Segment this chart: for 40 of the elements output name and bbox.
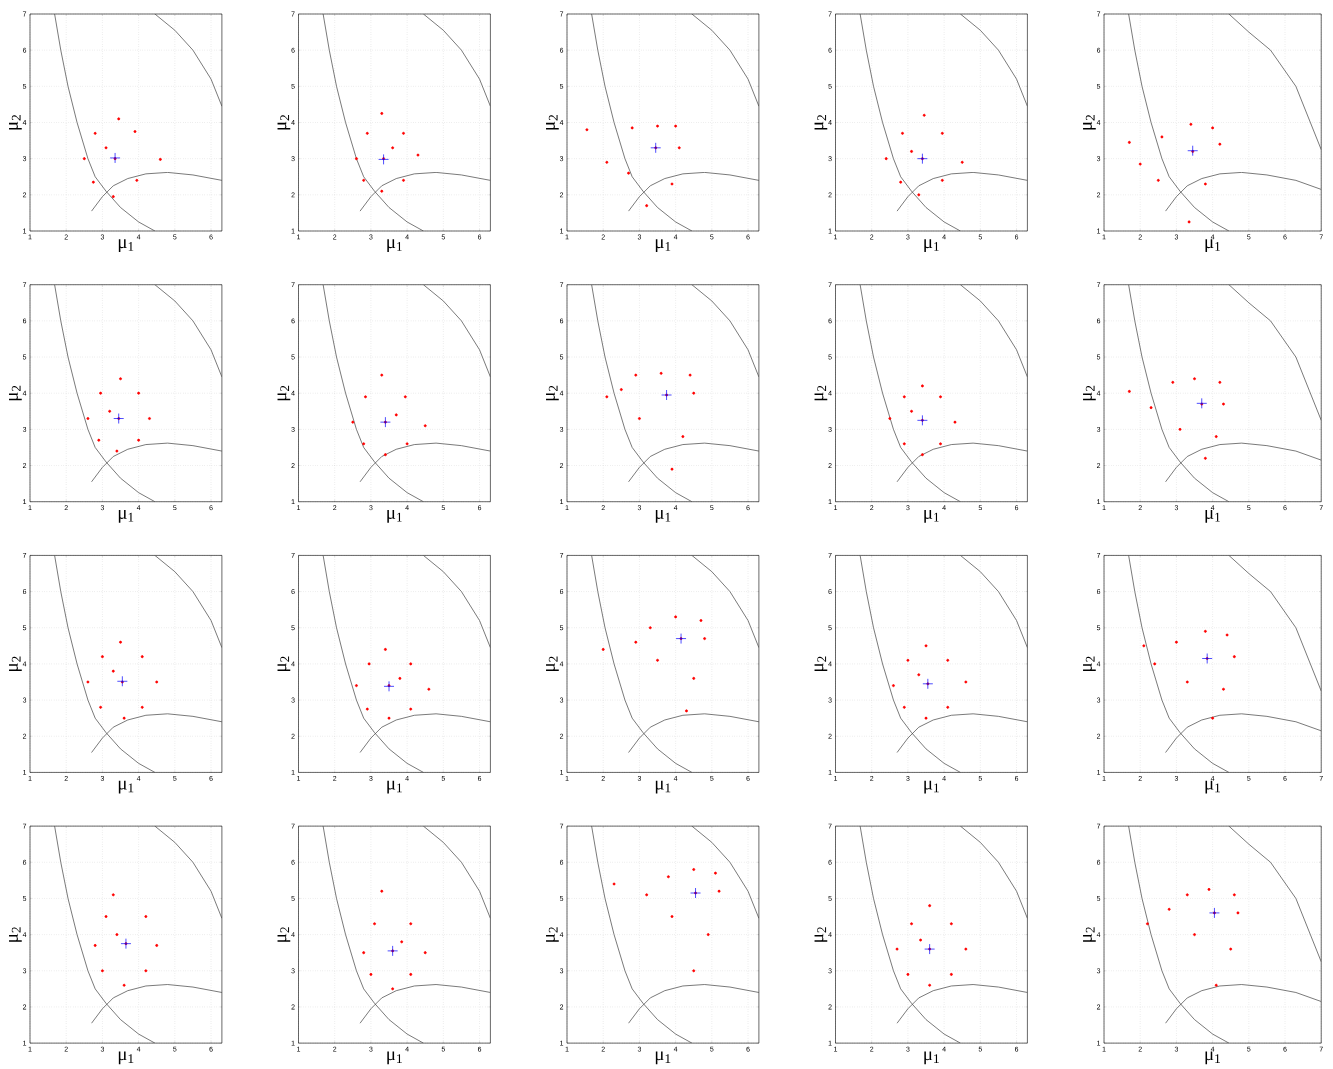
x-axis-title: μ$_{1}$	[655, 1051, 671, 1065]
y-axis-title: μ$_{2}$	[277, 656, 291, 672]
x-axis-title: μ$_{1}$	[118, 510, 134, 523]
y-axis-title: μ$_{2}$	[546, 385, 559, 401]
y-axis-title: μ$_{2}$	[1083, 927, 1096, 942]
x-axis-title: μ$_{1}$	[924, 510, 939, 523]
y-axis-title: μ$_{2}$	[277, 115, 291, 130]
x-axis-title: μ$_{1}$	[924, 239, 939, 253]
y-axis-title: μ$_{2}$	[9, 115, 22, 130]
y-axis-title: μ$_{2}$	[277, 385, 291, 401]
x-axis-title: μ$_{1}$	[655, 780, 671, 794]
x-axis-title: μ$_{1}$	[1205, 780, 1220, 794]
x-axis-title: μ$_{1}$	[387, 780, 402, 794]
x-axis-title: μ$_{1}$	[655, 239, 671, 253]
x-axis-title: μ$_{1}$	[924, 780, 939, 794]
y-axis-title: μ$_{2}$	[1083, 656, 1096, 672]
y-axis-title: μ$_{2}$	[546, 115, 559, 130]
x-axis-title: μ$_{1}$	[387, 239, 402, 253]
x-axis-title: μ$_{1}$	[1205, 239, 1220, 253]
x-axis-title: μ$_{1}$	[118, 780, 134, 794]
x-axis-title: μ$_{1}$	[387, 1051, 402, 1065]
x-axis-title: μ$_{1}$	[1205, 510, 1220, 523]
y-axis-title: μ$_{2}$	[814, 115, 828, 130]
y-axis-title: μ$_{2}$	[814, 385, 828, 401]
y-axis-title: μ$_{2}$	[9, 656, 22, 672]
x-axis-title: μ$_{1}$	[655, 510, 671, 523]
y-axis-title: μ$_{2}$	[277, 927, 291, 942]
y-axis-title: μ$_{2}$	[9, 385, 22, 401]
y-axis-title: μ$_{2}$	[1083, 115, 1096, 130]
x-axis-title: μ$_{1}$	[387, 510, 402, 523]
y-axis-title: μ$_{2}$	[814, 927, 828, 942]
x-axis-title: μ$_{1}$	[924, 1051, 939, 1065]
y-axis-title: μ$_{2}$	[9, 927, 22, 942]
x-axis-title: μ$_{1}$	[118, 239, 134, 253]
x-axis-title: μ$_{1}$	[118, 1051, 134, 1065]
y-axis-title: μ$_{2}$	[814, 656, 828, 672]
y-axis-title: μ$_{2}$	[546, 927, 559, 942]
y-axis-title: μ$_{2}$	[546, 656, 559, 672]
x-axis-title: μ$_{1}$	[1205, 1051, 1220, 1065]
y-axis-title: μ$_{2}$	[1083, 385, 1096, 401]
